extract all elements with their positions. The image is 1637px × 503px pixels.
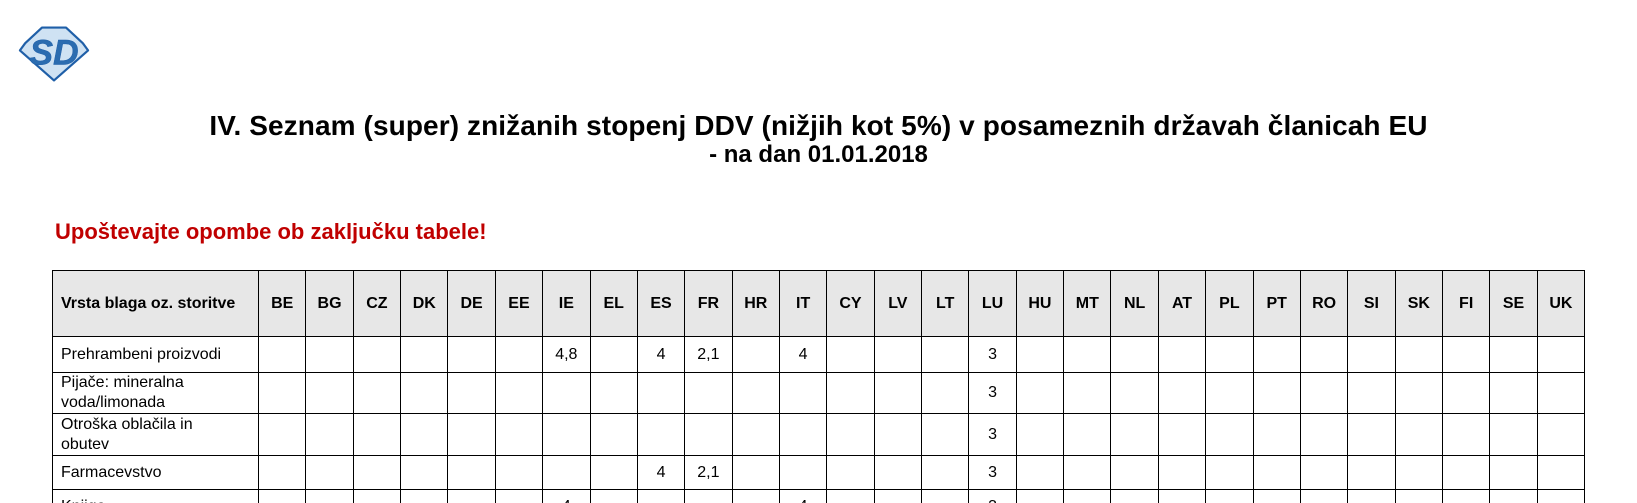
svg-text:SD: SD — [29, 32, 78, 72]
